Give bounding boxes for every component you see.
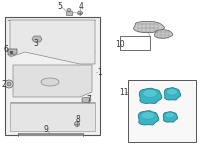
Polygon shape bbox=[138, 111, 159, 125]
Text: 10: 10 bbox=[115, 40, 125, 49]
Ellipse shape bbox=[78, 11, 83, 15]
Polygon shape bbox=[154, 30, 173, 38]
Polygon shape bbox=[8, 49, 17, 55]
Text: 4: 4 bbox=[79, 1, 84, 10]
Polygon shape bbox=[13, 65, 92, 97]
Polygon shape bbox=[82, 97, 91, 103]
Polygon shape bbox=[164, 88, 181, 100]
Bar bbox=[10, 103, 95, 131]
Text: 7: 7 bbox=[86, 95, 91, 103]
Text: 8: 8 bbox=[75, 116, 80, 125]
Text: 9: 9 bbox=[43, 126, 48, 135]
Text: 6: 6 bbox=[3, 45, 8, 54]
Polygon shape bbox=[32, 36, 42, 42]
Text: 11: 11 bbox=[119, 87, 128, 96]
Text: 5: 5 bbox=[57, 1, 62, 10]
Polygon shape bbox=[134, 21, 164, 33]
Polygon shape bbox=[10, 20, 95, 64]
Text: 3: 3 bbox=[33, 39, 38, 47]
Polygon shape bbox=[167, 89, 177, 95]
Bar bbox=[5, 17, 100, 135]
Bar bbox=[66, 11, 72, 15]
Polygon shape bbox=[165, 112, 175, 118]
Ellipse shape bbox=[67, 9, 71, 11]
Ellipse shape bbox=[41, 78, 59, 86]
Text: 2: 2 bbox=[1, 80, 6, 88]
Polygon shape bbox=[141, 112, 155, 119]
Bar bbox=[120, 36, 150, 50]
Text: 1: 1 bbox=[97, 67, 102, 76]
Ellipse shape bbox=[5, 80, 13, 88]
Polygon shape bbox=[163, 112, 178, 122]
Bar bbox=[128, 80, 196, 142]
Ellipse shape bbox=[75, 122, 80, 127]
Polygon shape bbox=[139, 88, 162, 103]
Polygon shape bbox=[143, 89, 157, 97]
Ellipse shape bbox=[7, 82, 11, 86]
